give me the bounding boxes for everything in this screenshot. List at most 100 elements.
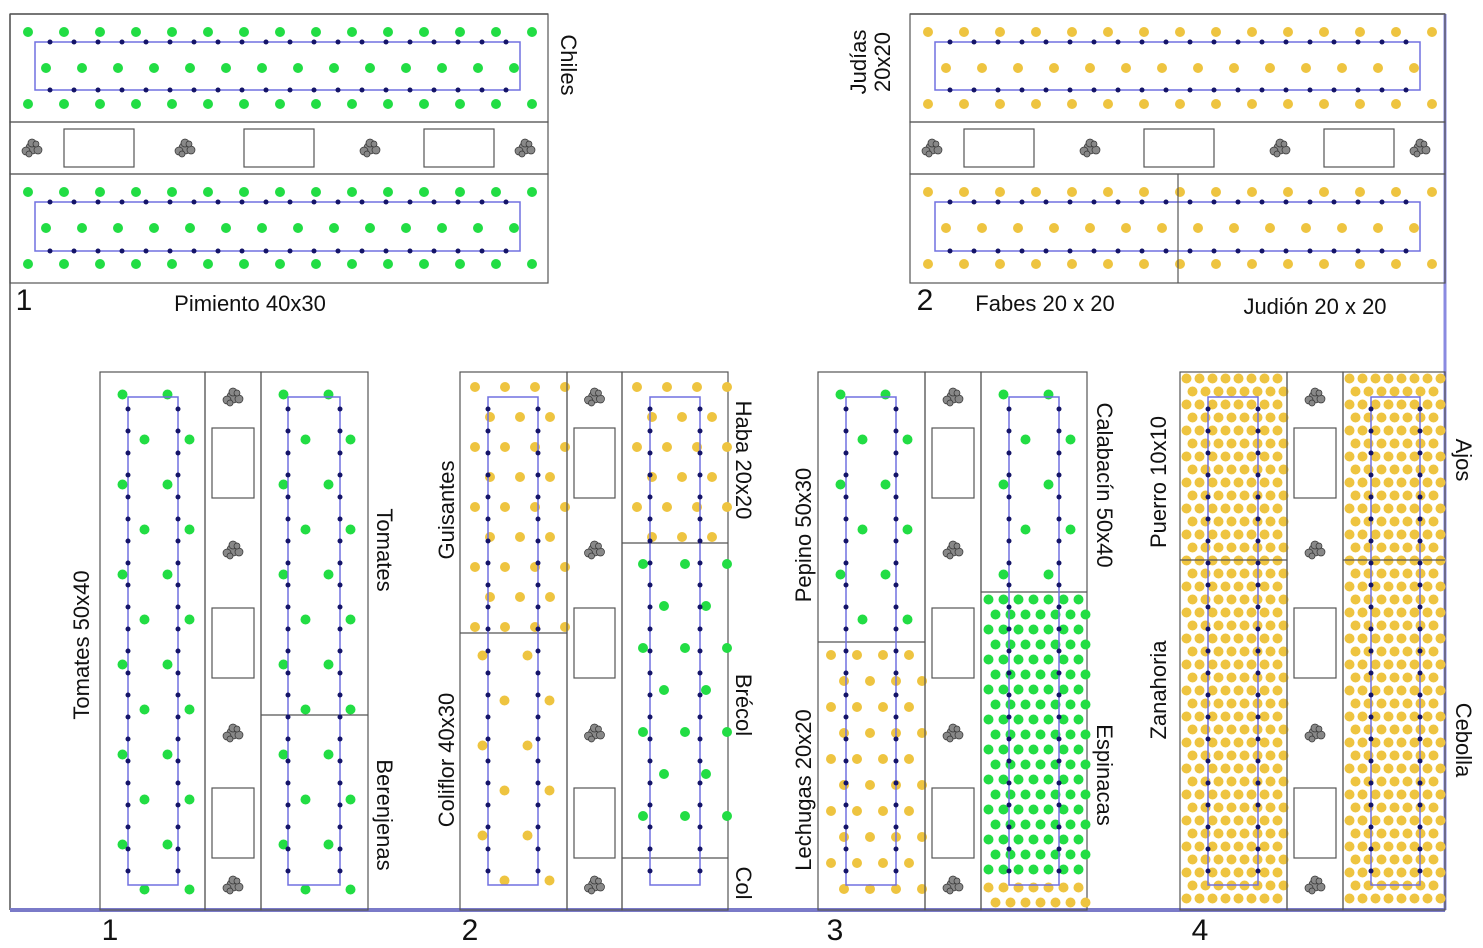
plant [1226, 802, 1237, 813]
plant [1435, 607, 1446, 618]
emitter [647, 494, 653, 500]
plant [1065, 819, 1076, 830]
plant [1357, 867, 1368, 878]
emitter [1115, 87, 1121, 93]
plant [1043, 654, 1054, 665]
plant [1350, 672, 1361, 683]
emitter [1368, 626, 1374, 632]
plant [1402, 672, 1413, 683]
emitter [285, 824, 291, 830]
plant [1272, 607, 1283, 618]
plant [1350, 490, 1361, 501]
plant [203, 187, 213, 197]
emitter [893, 516, 899, 522]
plant [1233, 477, 1244, 488]
emitter [175, 494, 181, 500]
plant [1035, 609, 1046, 620]
emitter [843, 868, 849, 874]
plant [1389, 828, 1400, 839]
plant [1363, 438, 1374, 449]
plant [1428, 802, 1439, 813]
plant [1187, 594, 1198, 605]
emitter [1115, 199, 1121, 205]
plant [638, 643, 648, 653]
emitter [337, 824, 343, 830]
emitter [337, 758, 343, 764]
plant [722, 811, 732, 821]
plant [1435, 711, 1446, 722]
emitter [1211, 39, 1217, 45]
plant [345, 434, 356, 445]
plant [1020, 699, 1031, 710]
plant [865, 832, 875, 842]
plant [1357, 425, 1368, 436]
plant [1278, 698, 1289, 709]
emitter [485, 604, 491, 610]
emitter [1331, 199, 1337, 205]
emitter [337, 428, 343, 434]
plant [1065, 729, 1076, 740]
compost-box [573, 607, 616, 679]
plant [1350, 542, 1361, 553]
drip-line [34, 201, 521, 252]
plant [1357, 451, 1368, 462]
bed [459, 371, 568, 911]
plant [1187, 776, 1198, 787]
emitter [337, 802, 343, 808]
plant [1226, 464, 1237, 475]
emitter [843, 714, 849, 720]
bed-number: 3 [827, 914, 844, 947]
plant [990, 819, 1001, 830]
plant [1065, 609, 1076, 620]
plant [1389, 464, 1400, 475]
plant [1207, 399, 1218, 410]
plant [1344, 399, 1355, 410]
plant [1181, 815, 1192, 826]
emitter [647, 868, 653, 874]
emitter [647, 736, 653, 742]
emitter [285, 692, 291, 698]
plant [1233, 503, 1244, 514]
emitter [1368, 428, 1374, 434]
plant [1181, 789, 1192, 800]
plant [1435, 503, 1446, 514]
plant [1220, 373, 1231, 384]
plant [1058, 804, 1069, 815]
emitter [125, 846, 131, 852]
plant [1391, 259, 1401, 269]
plant [638, 559, 648, 569]
emitter [697, 494, 703, 500]
emitter [1056, 516, 1062, 522]
plant [1187, 542, 1198, 553]
emitter [893, 406, 899, 412]
emitter [175, 560, 181, 566]
plant [1422, 503, 1433, 514]
plant [1357, 685, 1368, 696]
emitter [1115, 248, 1121, 254]
aromatic-plant [584, 387, 605, 407]
plant [1265, 412, 1276, 423]
leaf [588, 552, 595, 560]
plant [1396, 451, 1407, 462]
plant [1213, 646, 1224, 657]
emitter [1379, 248, 1385, 254]
plant [1389, 802, 1400, 813]
emitter [455, 39, 461, 45]
plant [1350, 854, 1361, 865]
plant [1247, 259, 1257, 269]
plant [1259, 737, 1270, 748]
plant [1428, 724, 1439, 735]
plant [23, 187, 33, 197]
plant [1220, 659, 1231, 670]
plant [1259, 659, 1270, 670]
crop-label: Tomates 50x40 [69, 570, 94, 719]
plant [1259, 763, 1270, 774]
plant [419, 99, 429, 109]
plant [1435, 529, 1446, 540]
plant [1389, 542, 1400, 553]
plant [117, 839, 128, 850]
plant [1233, 659, 1244, 670]
plant [1427, 259, 1437, 269]
bed [99, 371, 206, 911]
emitter [971, 39, 977, 45]
